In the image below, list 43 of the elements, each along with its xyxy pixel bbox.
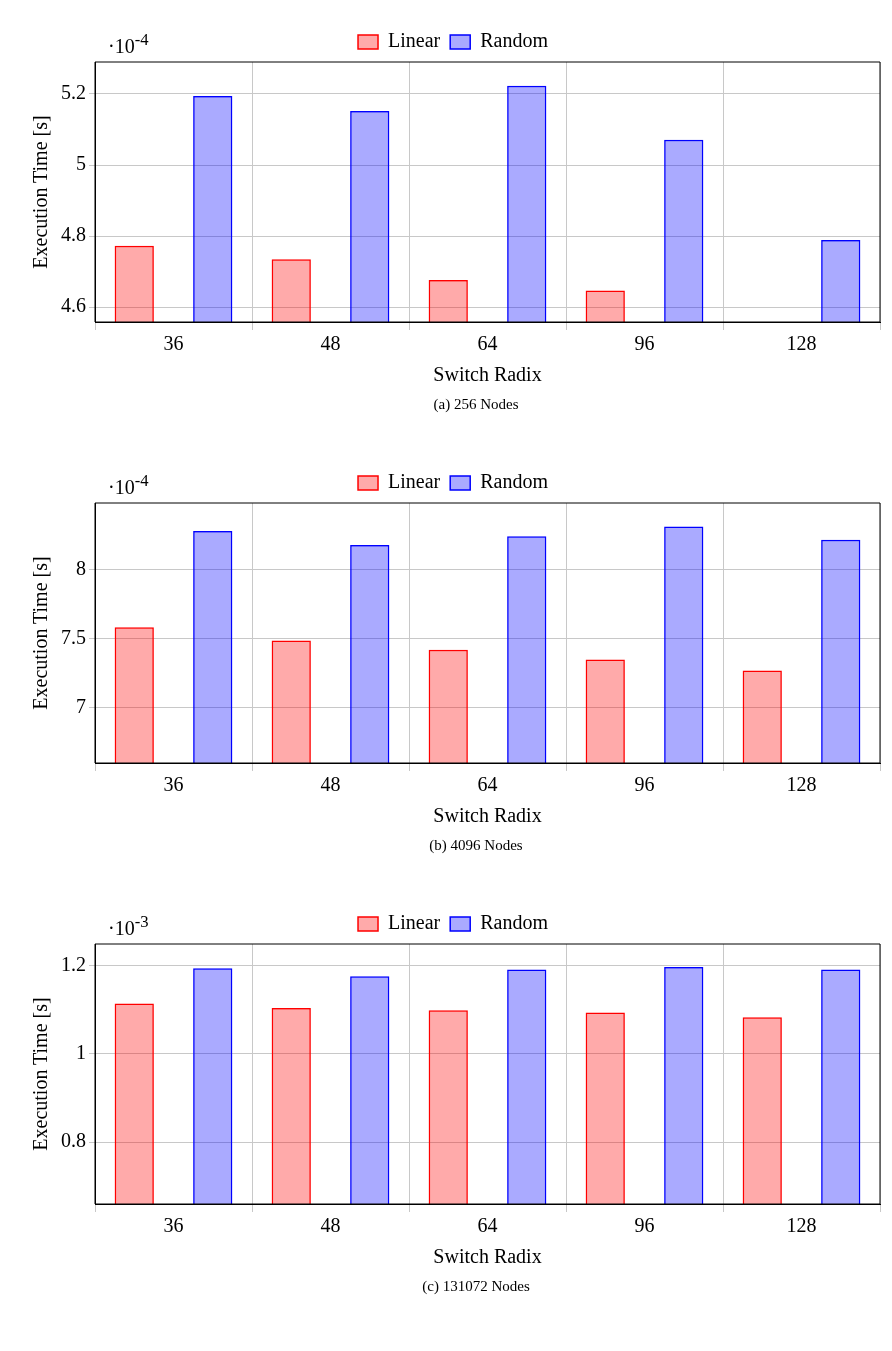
y-axis-title: Execution Time [s] bbox=[29, 115, 52, 269]
x-tick-label: 36 bbox=[163, 332, 184, 355]
x-tick-label: 96 bbox=[634, 773, 655, 796]
y-tick-label: 7.5 bbox=[61, 625, 86, 648]
x-tick-label: 48 bbox=[320, 773, 341, 796]
x-tick-label: 64 bbox=[477, 773, 498, 796]
x-tick-label: 64 bbox=[477, 332, 498, 355]
text: ·10$^{-4}$ bbox=[108, 30, 149, 58]
x-tick-label: 128 bbox=[786, 773, 817, 796]
x-tick-label: 48 bbox=[320, 1214, 341, 1237]
text: (b) 4096 Nodes bbox=[428, 837, 524, 854]
legend-label: Linear bbox=[388, 911, 441, 934]
y-tick-label: 5 bbox=[76, 152, 86, 175]
y-axis-title: Execution Time [s] bbox=[29, 997, 52, 1151]
y-tick-label: 4.6 bbox=[61, 294, 86, 317]
y-tick-label: 8 bbox=[76, 556, 86, 579]
legend-label: Random bbox=[480, 29, 549, 52]
y-tick-label: 7 bbox=[76, 695, 86, 718]
y-tick-label: 1.2 bbox=[61, 952, 86, 975]
legend-label: Linear bbox=[388, 29, 441, 52]
y-tick-label: 0.8 bbox=[61, 1129, 86, 1152]
x-axis-title: Switch Radix bbox=[433, 1245, 542, 1268]
x-tick-label: 36 bbox=[163, 1214, 184, 1237]
y-axis-title: Execution Time [s] bbox=[29, 556, 52, 710]
legend-label: Random bbox=[480, 470, 549, 493]
x-tick-label: 64 bbox=[477, 1214, 498, 1237]
x-tick-label: 48 bbox=[320, 332, 341, 355]
legend-label: Random bbox=[480, 911, 549, 934]
x-tick-label: 36 bbox=[163, 773, 184, 796]
text: (a) 256 Nodes bbox=[432, 396, 520, 413]
x-axis-title: Switch Radix bbox=[433, 804, 542, 827]
x-tick-label: 128 bbox=[786, 1214, 817, 1237]
text: ·10$^{-4}$ bbox=[108, 471, 149, 499]
x-tick-label: 96 bbox=[634, 332, 655, 355]
legend-label: Linear bbox=[388, 470, 441, 493]
x-tick-label: 128 bbox=[786, 332, 817, 355]
y-tick-label: 1 bbox=[76, 1041, 86, 1064]
x-tick-label: 96 bbox=[634, 1214, 655, 1237]
y-tick-label: 5.2 bbox=[61, 81, 86, 104]
y-tick-label: 4.8 bbox=[61, 223, 86, 246]
x-axis-title: Switch Radix bbox=[433, 363, 542, 386]
text: (c) 131072 Nodes bbox=[421, 1278, 531, 1295]
text: ·10$^{-3}$ bbox=[108, 912, 149, 940]
